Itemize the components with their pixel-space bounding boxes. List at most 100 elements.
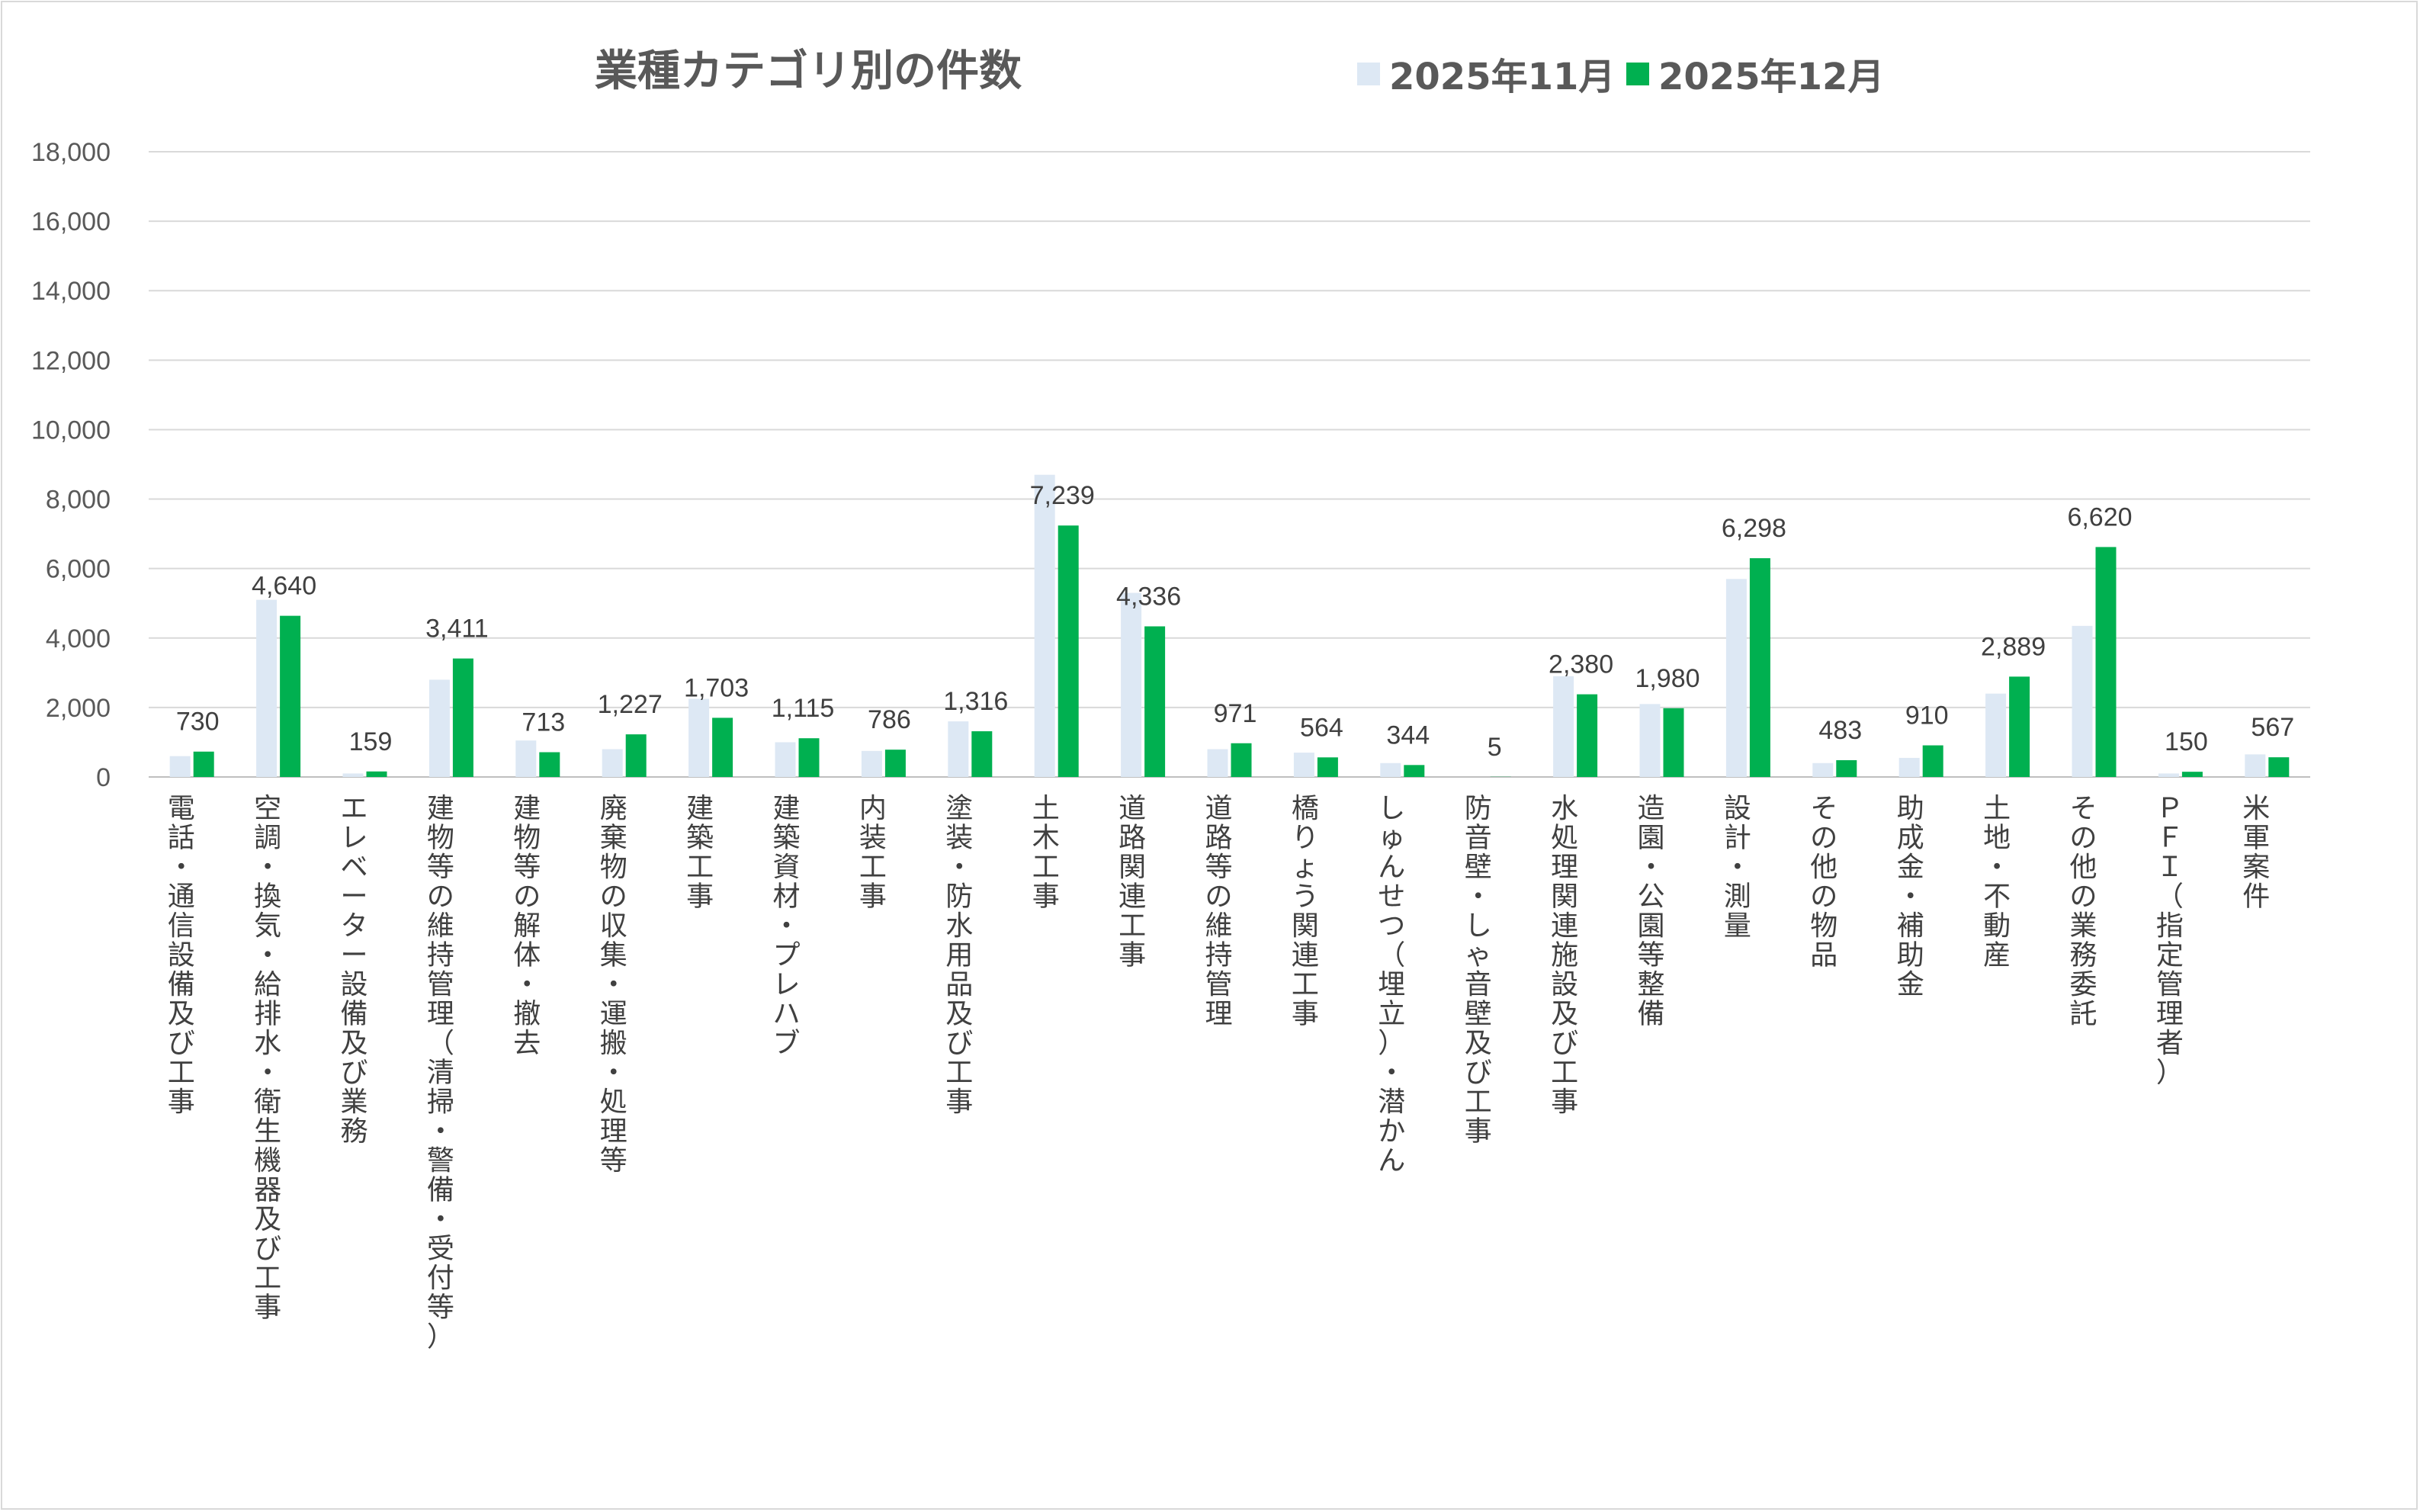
legend-label-dec: 2025年12月 [1658, 56, 1884, 98]
y-tick-label: 6,000 [46, 555, 111, 584]
bar-dec [1836, 759, 1857, 777]
x-tick-label: その他の業務委託 [2069, 793, 2097, 1030]
bar-nov [1898, 757, 1920, 777]
bar-dec [2268, 757, 2290, 777]
data-label: 1,115 [772, 694, 835, 723]
y-tick-label: 8,000 [46, 486, 111, 515]
x-tick-label: ＰＦＩ（指定管理者） [2156, 793, 2184, 1089]
x-tick-label: 道路関連工事 [1119, 793, 1146, 971]
bar-nov [602, 749, 623, 777]
gridlines [149, 151, 2310, 778]
bar-dec [1663, 708, 1684, 777]
bar-dec [884, 750, 906, 777]
bar-nov [169, 756, 191, 777]
x-tick-label: 防音壁・しゃ音壁及び工事 [1465, 793, 1492, 1148]
data-label: 1,703 [684, 673, 749, 702]
data-labels: 730 4,640 159 3,411 713 1,227 1,703 1,115 786 1,3… [176, 481, 2294, 762]
x-tick-label: 設計・測量 [1724, 793, 1751, 942]
bar-nov [1207, 749, 1228, 777]
bar-dec [2095, 547, 2117, 777]
y-tick-label: 4,000 [46, 624, 111, 653]
bar-nov [1553, 676, 1574, 777]
bar-nov [1380, 762, 1401, 777]
bar-nov [2158, 773, 2179, 777]
x-tick-label: 橋りょう関連工事 [1292, 793, 1319, 1030]
bar-dec [1577, 694, 1598, 777]
data-label: 713 [522, 708, 565, 737]
y-tick-label: 10,000 [31, 416, 111, 445]
bar-dec [1922, 745, 1943, 777]
data-label: 2,889 [1981, 632, 2046, 661]
data-label: 1,980 [1635, 664, 1699, 693]
bar-nov [1812, 762, 1834, 777]
legend-label-nov: 2025年11月 [1389, 56, 1615, 98]
data-label: 2,380 [1549, 650, 1613, 679]
data-label: 564 [1300, 713, 1343, 742]
bar-dec [193, 751, 214, 777]
x-tick-label: 土木工事 [1032, 793, 1060, 913]
x-tick-label: 助成金・補助金 [1897, 793, 1924, 1000]
legend-swatch-nov [1357, 63, 1380, 85]
bar-dec [280, 615, 301, 777]
x-tick-label: 空調・換気・給排水・衛生機器及び工事 [254, 793, 281, 1324]
bar-nov [775, 742, 796, 777]
data-label: 344 [1386, 721, 1430, 750]
x-tick-label: 水処理関連施設及び工事 [1551, 793, 1578, 1118]
bar-nov [1639, 704, 1661, 777]
chart-title: 業種カテゴリ別の件数 [595, 47, 1022, 96]
bar-nov [1034, 474, 1055, 777]
data-label: 971 [1214, 699, 1257, 728]
data-label: 159 [349, 727, 393, 756]
y-tick-label: 16,000 [31, 207, 111, 236]
x-tick-label: 道路等の維持管理 [1205, 793, 1232, 1030]
bar-dec [1144, 626, 1166, 777]
bar-nov [2072, 625, 2093, 777]
bar-dec [2009, 676, 2030, 777]
bar-dec [1404, 765, 1425, 777]
x-tick-label: 廃棄物の収集・運搬・処理等 [600, 793, 627, 1177]
x-tick-label: 塗装・防水用品及び工事 [945, 793, 973, 1118]
bar-dec [971, 731, 993, 777]
bar-dec [798, 738, 820, 777]
y-tick-label: 18,000 [31, 138, 111, 167]
x-tick-label: エレベーター設備及び業務 [340, 793, 367, 1148]
bars [169, 474, 2290, 777]
bar-nov [515, 740, 537, 777]
bar-nov [861, 750, 882, 777]
x-axis-labels: 電話・通信設備及び工事 空調・換気・給排水・衛生機器及び工事 エレベーター設備及び業… [168, 793, 2271, 1353]
data-label: 4,336 [1116, 582, 1181, 611]
bar-dec [1058, 525, 1079, 777]
bar-nov [256, 599, 278, 777]
x-tick-label: その他の物品 [1810, 793, 1837, 971]
x-tick-label: 建物等の維持管理（清掃・警備・受付等） [427, 793, 454, 1353]
x-tick-label: 建物等の解体・撤去 [513, 793, 541, 1059]
data-label: 4,640 [252, 572, 316, 601]
bar-dec [712, 717, 733, 777]
data-label: 567 [2251, 713, 2294, 742]
data-label: 786 [868, 705, 911, 734]
data-label: 6,298 [1722, 514, 1786, 543]
bar-dec [625, 734, 647, 777]
data-label: 1,316 [943, 687, 1008, 716]
bar-nov [2245, 754, 2266, 777]
bar-dec [1749, 558, 1770, 777]
y-tick-label: 12,000 [31, 346, 111, 375]
bar-nov [688, 698, 710, 777]
data-label: 6,620 [2067, 502, 2132, 531]
x-tick-label: 電話・通信設備及び工事 [168, 793, 195, 1118]
bar-nov [1725, 579, 1747, 777]
legend: 2025年11月 2025年12月 [1357, 56, 1884, 98]
y-tick-label: 14,000 [31, 277, 111, 306]
x-tick-label: 土地・不動産 [1983, 793, 2011, 971]
legend-swatch-dec [1626, 63, 1649, 85]
data-label: 1,227 [598, 690, 663, 719]
bar-nov [1293, 753, 1314, 777]
bar-dec [1231, 743, 1252, 777]
y-axis-ticks: 0 2,000 4,000 6,000 8,000 10,000 12,000 14,000 1… [31, 138, 111, 792]
bar-nov [948, 721, 969, 777]
data-label: 910 [1905, 701, 1949, 730]
x-tick-label: しゅんせつ（埋立）・潜かん [1378, 793, 1405, 1177]
data-label: 5 [1488, 733, 1502, 762]
data-label: 483 [1818, 716, 1862, 745]
bar-dec [366, 771, 387, 777]
